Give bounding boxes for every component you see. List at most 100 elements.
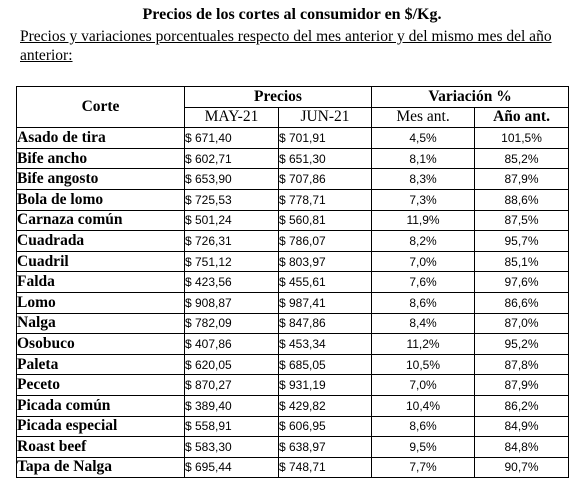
- cut-name: Roast beef: [16, 436, 185, 458]
- cut-name: Osobuco: [16, 333, 185, 355]
- variation-month: 8,4%: [371, 312, 476, 335]
- variation-month: 11,9%: [371, 209, 476, 232]
- cut-name: Cuadril: [16, 250, 185, 273]
- table-row: Roast beef $ 583,30 $ 638,97 9,5% 84,8%: [16, 436, 570, 458]
- cut-name: Picada común: [16, 394, 185, 417]
- variation-month: 7,6%: [371, 271, 476, 293]
- cut-name: Falda: [16, 271, 185, 293]
- price-may: $ 501,24: [184, 209, 279, 232]
- table-row: Falda $ 423,56 $ 455,61 7,6% 97,6%: [16, 271, 570, 293]
- header-anio-ant: Año ant.: [474, 106, 570, 129]
- cut-name: Tapa de Nalga: [16, 456, 185, 479]
- price-may: $ 407,86: [184, 333, 279, 355]
- table-row: Tapa de Nalga $ 695,44 $ 748,71 7,7% 90,7%: [16, 456, 570, 479]
- price-may: $ 558,91: [184, 415, 279, 438]
- cut-name: Peceto: [16, 374, 185, 396]
- variation-year: 97,6%: [474, 271, 570, 293]
- price-may: $ 583,30: [184, 436, 279, 458]
- table-row: Lomo $ 908,87 $ 987,41 8,6% 86,6%: [16, 291, 570, 314]
- cut-name: Paleta: [16, 353, 185, 376]
- variation-month: 11,2%: [371, 333, 476, 355]
- variation-month: 10,5%: [371, 353, 476, 376]
- price-jun: $ 778,71: [277, 188, 373, 211]
- variation-month: 7,7%: [371, 456, 476, 479]
- table-row: Cuadril $ 751,12 $ 803,97 7,0% 85,1%: [16, 250, 570, 273]
- variation-year: 87,0%: [474, 312, 570, 335]
- cut-name: Bife ancho: [16, 147, 185, 170]
- table-row: Picada común $ 389,40 $ 429,82 10,4% 86,2%: [16, 394, 570, 417]
- cut-name: Bife angosto: [16, 168, 185, 190]
- variation-year: 84,8%: [474, 436, 570, 458]
- variation-year: 86,2%: [474, 394, 570, 417]
- header-may: MAY-21: [184, 106, 279, 129]
- table-row: Bife ancho $ 602,71 $ 651,30 8,1% 85,2%: [16, 147, 570, 170]
- variation-year: 101,5%: [474, 127, 570, 149]
- price-may: $ 726,31: [184, 230, 279, 252]
- table-subtitle: Precios y variaciones porcentuales respe…: [20, 28, 552, 64]
- table-row: Bife angosto $ 653,90 $ 707,86 8,3% 87,9%: [16, 168, 570, 190]
- variation-month: 7,0%: [371, 250, 476, 273]
- price-may: $ 423,56: [184, 271, 279, 293]
- header-mes-ant: Mes ant.: [371, 106, 476, 129]
- price-jun: $ 701,91: [277, 127, 373, 149]
- header-row-main: Corte Precios Variación %: [16, 85, 570, 129]
- cut-name: Bola de lomo: [16, 188, 185, 211]
- variation-year: 87,8%: [474, 353, 570, 376]
- cut-name: Cuadrada: [16, 230, 185, 252]
- table-row: Peceto $ 870,27 $ 931,19 7,0% 87,9%: [16, 374, 570, 396]
- price-jun: $ 803,97: [277, 250, 373, 273]
- table-row: Carnaza común $ 501,24 $ 560,81 11,9% 87,5%: [16, 209, 570, 232]
- table-row: Osobuco $ 407,86 $ 453,34 11,2% 95,2%: [16, 333, 570, 355]
- price-jun: $ 455,61: [277, 271, 373, 293]
- price-jun: $ 786,07: [277, 230, 373, 252]
- price-may: $ 671,40: [184, 127, 279, 149]
- price-may: $ 695,44: [184, 456, 279, 479]
- price-jun: $ 987,41: [277, 291, 373, 314]
- price-jun: $ 707,86: [277, 168, 373, 190]
- table-row: Bola de lomo $ 725,53 $ 778,71 7,3% 88,6%: [16, 188, 570, 211]
- variation-year: 88,6%: [474, 188, 570, 211]
- price-jun: $ 606,95: [277, 415, 373, 438]
- price-jun: $ 453,34: [277, 333, 373, 355]
- price-may: $ 653,90: [184, 168, 279, 190]
- variation-month: 8,6%: [371, 415, 476, 438]
- cut-name: Carnaza común: [16, 209, 185, 232]
- price-may: $ 389,40: [184, 394, 279, 417]
- price-jun: $ 651,30: [277, 147, 373, 170]
- variation-month: 10,4%: [371, 394, 476, 417]
- price-jun: $ 931,19: [277, 374, 373, 396]
- variation-year: 87,9%: [474, 374, 570, 396]
- price-jun: $ 429,82: [277, 394, 373, 417]
- page-title: Precios de los cortes al consumidor en $…: [142, 6, 442, 23]
- table-row: Nalga $ 782,09 $ 847,86 8,4% 87,0%: [16, 312, 570, 335]
- variation-year: 84,9%: [474, 415, 570, 438]
- variation-month: 9,5%: [371, 436, 476, 458]
- price-jun: $ 847,86: [277, 312, 373, 335]
- header-jun: JUN-21: [277, 106, 373, 129]
- variation-month: 4,5%: [371, 127, 476, 149]
- table-row: Asado de tira $ 671,40 $ 701,91 4,5% 101,5%: [16, 127, 570, 149]
- variation-year: 85,2%: [474, 147, 570, 170]
- price-may: $ 602,71: [184, 147, 279, 170]
- variation-month: 8,1%: [371, 147, 476, 170]
- price-jun: $ 748,71: [277, 456, 373, 479]
- price-jun: $ 560,81: [277, 209, 373, 232]
- table-row: Paleta $ 620,05 $ 685,05 10,5% 87,8%: [16, 353, 570, 376]
- table-row: Picada especial $ 558,91 $ 606,95 8,6% 84,9%: [16, 415, 570, 438]
- cut-name: Lomo: [16, 291, 185, 314]
- price-may: $ 908,87: [184, 291, 279, 314]
- table-row: Cuadrada $ 726,31 $ 786,07 8,2% 95,7%: [16, 230, 570, 252]
- cut-name: Picada especial: [16, 415, 185, 438]
- variation-year: 87,9%: [474, 168, 570, 190]
- variation-month: 8,6%: [371, 291, 476, 314]
- variation-year: 87,5%: [474, 209, 570, 232]
- price-jun: $ 638,97: [277, 436, 373, 458]
- variation-year: 95,2%: [474, 333, 570, 355]
- variation-year: 85,1%: [474, 250, 570, 273]
- price-jun: $ 685,05: [277, 353, 373, 376]
- variation-year: 86,6%: [474, 291, 570, 314]
- variation-year: 95,7%: [474, 230, 570, 252]
- price-may: $ 725,53: [184, 188, 279, 211]
- header-corte: Corte: [16, 85, 185, 129]
- price-may: $ 620,05: [184, 353, 279, 376]
